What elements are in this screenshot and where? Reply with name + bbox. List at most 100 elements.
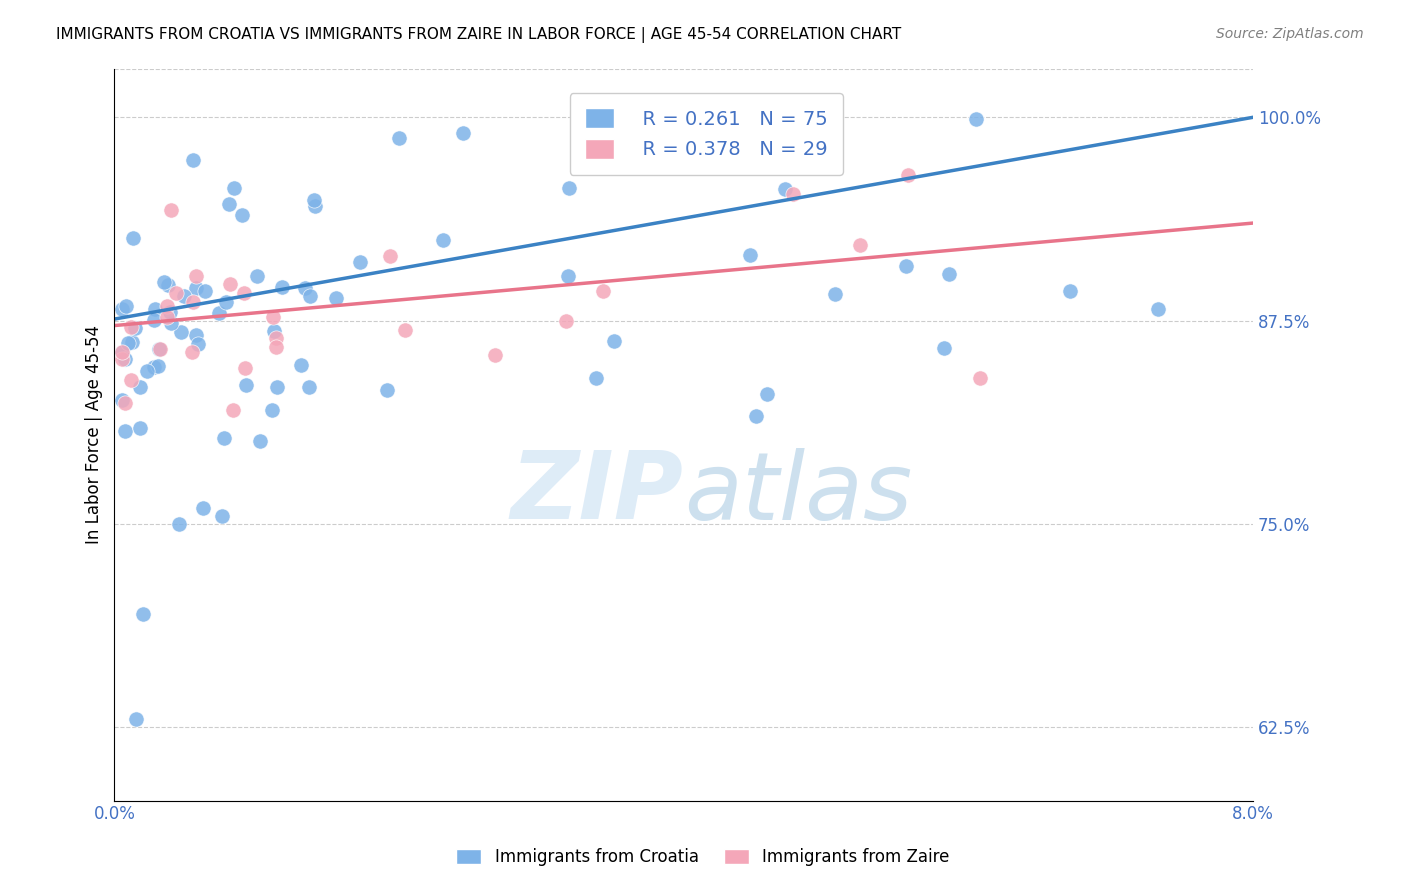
Point: [745, 409, 768, 423]
Point: [122, 231, 145, 245]
Point: [938, 267, 960, 281]
Point: [260, 403, 283, 417]
Point: [193, 500, 215, 515]
Point: [114, 396, 136, 410]
Point: [246, 269, 269, 284]
Point: [110, 345, 132, 359]
Point: [453, 126, 475, 140]
Point: [143, 313, 166, 327]
Text: atlas: atlas: [683, 448, 912, 539]
Point: [325, 291, 347, 305]
Point: [965, 112, 987, 126]
Point: [121, 334, 143, 349]
Point: [264, 340, 287, 354]
Point: [585, 370, 607, 384]
Point: [388, 131, 411, 145]
Point: [159, 305, 181, 319]
Point: [557, 181, 579, 195]
Y-axis label: In Labor Force | Age 45-54: In Labor Force | Age 45-54: [86, 325, 103, 544]
Text: IMMIGRANTS FROM CROATIA VS IMMIGRANTS FROM ZAIRE IN LABOR FORCE | AGE 45-54 CORR: IMMIGRANTS FROM CROATIA VS IMMIGRANTS FR…: [56, 27, 901, 43]
Point: [136, 363, 159, 377]
Point: [148, 359, 170, 373]
Point: [148, 342, 170, 356]
Point: [603, 334, 626, 349]
Point: [1147, 301, 1170, 316]
Point: [156, 299, 179, 313]
Point: [555, 314, 578, 328]
Point: [186, 281, 208, 295]
Point: [934, 341, 956, 355]
Point: [294, 280, 316, 294]
Point: [165, 286, 187, 301]
Point: [592, 284, 614, 298]
Point: [738, 248, 761, 262]
Point: [271, 280, 294, 294]
Point: [264, 331, 287, 345]
Point: [218, 197, 240, 211]
Point: [557, 268, 579, 283]
Point: [124, 320, 146, 334]
Point: [155, 310, 177, 324]
Text: ZIP: ZIP: [510, 447, 683, 539]
Point: [181, 153, 204, 168]
Point: [432, 233, 454, 247]
Point: [249, 434, 271, 448]
Point: [184, 327, 207, 342]
Point: [181, 295, 204, 310]
Legend: Immigrants from Croatia, Immigrants from Zaire: Immigrants from Croatia, Immigrants from…: [449, 840, 957, 875]
Point: [143, 302, 166, 317]
Point: [114, 425, 136, 439]
Point: [114, 299, 136, 313]
Point: [194, 284, 217, 298]
Point: [969, 370, 991, 384]
Point: [212, 431, 235, 445]
Point: [110, 351, 132, 366]
Point: [156, 278, 179, 293]
Text: Source: ZipAtlas.com: Source: ZipAtlas.com: [1216, 27, 1364, 41]
Point: [824, 287, 846, 301]
Point: [266, 380, 288, 394]
Point: [167, 516, 190, 531]
Point: [173, 288, 195, 302]
Point: [152, 275, 174, 289]
Point: [299, 289, 322, 303]
Point: [110, 345, 132, 359]
Point: [160, 202, 183, 217]
Point: [375, 383, 398, 397]
Point: [120, 373, 142, 387]
Point: [484, 348, 506, 362]
Point: [848, 238, 870, 252]
Point: [775, 182, 797, 196]
Point: [304, 199, 326, 213]
Point: [117, 336, 139, 351]
Point: [170, 325, 193, 339]
Point: [235, 378, 257, 392]
Point: [128, 421, 150, 435]
Point: [120, 320, 142, 334]
Point: [149, 343, 172, 357]
Point: [756, 386, 779, 401]
Point: [782, 187, 804, 202]
Point: [262, 310, 284, 325]
Point: [222, 402, 245, 417]
Legend:   R = 0.261   N = 75,   R = 0.378   N = 29: R = 0.261 N = 75, R = 0.378 N = 29: [569, 93, 844, 175]
Point: [380, 249, 402, 263]
Point: [219, 277, 242, 292]
Point: [181, 345, 204, 359]
Point: [349, 254, 371, 268]
Point: [897, 168, 920, 182]
Point: [187, 337, 209, 351]
Point: [233, 360, 256, 375]
Point: [124, 712, 146, 726]
Point: [263, 324, 285, 338]
Point: [110, 301, 132, 316]
Point: [160, 316, 183, 330]
Point: [110, 393, 132, 408]
Point: [128, 379, 150, 393]
Point: [222, 181, 245, 195]
Point: [290, 358, 312, 372]
Point: [766, 111, 789, 125]
Point: [114, 351, 136, 366]
Point: [233, 285, 256, 300]
Point: [184, 268, 207, 283]
